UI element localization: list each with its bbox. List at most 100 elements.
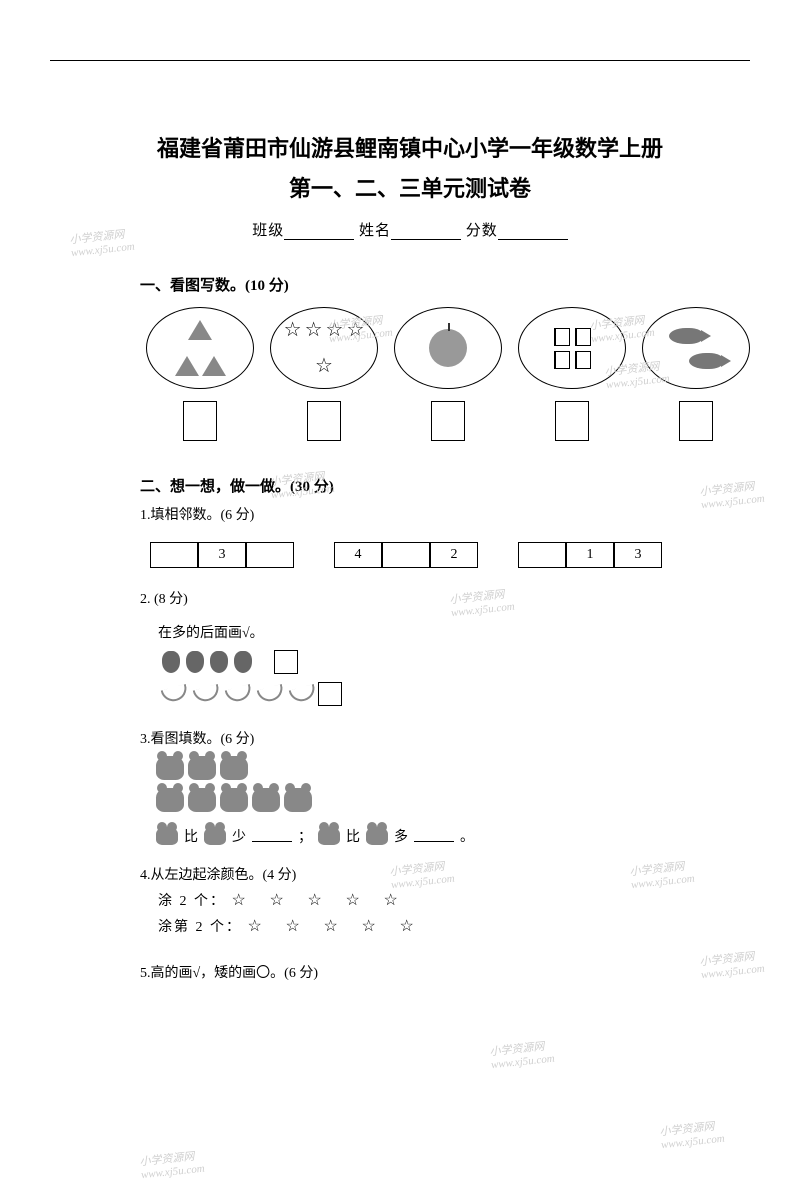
flag-icon: [554, 351, 570, 369]
name-blank[interactable]: [391, 226, 461, 240]
page-subtitle: 第一、二、三单元测试卷: [140, 171, 680, 203]
star-outline-icon[interactable]: ☆: [400, 916, 438, 936]
answer-box-5[interactable]: [679, 401, 713, 441]
bear-icon: [284, 788, 312, 812]
star-outline-icon[interactable]: ☆: [384, 890, 422, 910]
q2-label: 2. (8 分): [140, 588, 680, 608]
worksheet-page: 福建省莆田市仙游县鲤南镇中心小学一年级数学上册 第一、二、三单元测试卷 班级 姓…: [50, 60, 750, 1012]
compare-text: 多: [394, 826, 408, 846]
score-blank[interactable]: [498, 226, 568, 240]
oval-group-4: [518, 307, 626, 441]
banana-icon: [289, 684, 318, 704]
triangle-icon: [202, 356, 226, 376]
bear-row-2: [156, 788, 680, 812]
color-label-1: 涂 2 个：: [158, 894, 226, 909]
bear-icon: [156, 788, 184, 812]
fruit-row-1: [162, 650, 680, 674]
star-icon: ☆: [346, 321, 364, 339]
fill-blank[interactable]: [252, 830, 292, 842]
cell-group-3: 1 3: [518, 542, 662, 568]
q3-label: 3.看图填数。(6 分): [140, 728, 680, 748]
check-box-2[interactable]: [318, 682, 342, 706]
cell-value: 3: [614, 542, 662, 568]
fish-icon: [689, 353, 723, 369]
flag-icon: [575, 328, 591, 346]
star-icon: ☆: [315, 357, 333, 375]
neighbor-number-groups: 3 4 2 1 3: [150, 542, 680, 568]
bear-icon: [220, 788, 248, 812]
section-1-heading: 一、看图写数。(10 分): [140, 274, 680, 295]
compare-sentence: 比 少 ； 比 多 。: [156, 826, 680, 846]
star-outline-icon[interactable]: ☆: [324, 916, 362, 936]
star-outline-icon[interactable]: ☆: [362, 916, 400, 936]
cell-value: 1: [566, 542, 614, 568]
oval-group-5: [642, 307, 750, 441]
class-blank[interactable]: [284, 226, 354, 240]
answer-box-2[interactable]: [307, 401, 341, 441]
oval-stars: ☆☆☆ ☆☆: [270, 307, 378, 389]
banana-icon: [225, 684, 254, 704]
cell-value: 4: [334, 542, 382, 568]
fill-blank[interactable]: [414, 830, 454, 842]
cell-group-2: 4 2: [334, 542, 478, 568]
bear-icon-small: [318, 827, 340, 845]
cell-blank[interactable]: [150, 542, 198, 568]
bear-icon-small: [366, 827, 388, 845]
star-icon: ☆: [305, 321, 323, 339]
oval-group-1: [146, 307, 254, 441]
cell-value: 2: [430, 542, 478, 568]
berry-icon: [210, 651, 228, 673]
star-outline-icon[interactable]: ☆: [270, 890, 308, 910]
star-outline-icon[interactable]: ☆: [232, 890, 270, 910]
compare-text: ；: [298, 826, 312, 846]
oval-apple: [394, 307, 502, 389]
watermark: 小学资源网www.xj5u.com: [139, 1147, 206, 1182]
bear-icon-small: [156, 827, 178, 845]
berry-icon: [186, 651, 204, 673]
page-title: 福建省莆田市仙游县鲤南镇中心小学一年级数学上册: [140, 131, 680, 163]
star-outline-icon[interactable]: ☆: [308, 890, 346, 910]
triangle-icon: [175, 356, 199, 376]
student-info-line: 班级 姓名 分数: [140, 219, 680, 240]
bear-icon: [220, 756, 248, 780]
color-line-1: 涂 2 个： ☆☆☆☆☆: [158, 890, 680, 910]
star-icon: ☆: [284, 321, 302, 339]
bear-icon: [188, 756, 216, 780]
q2-sub: 在多的后面画√。: [158, 622, 680, 642]
answer-box-1[interactable]: [183, 401, 217, 441]
fruit-row-2: [162, 682, 680, 706]
name-label: 姓名: [359, 223, 391, 239]
triangle-icon: [188, 320, 212, 340]
watermark: 小学资源网www.xj5u.com: [659, 1117, 726, 1152]
banana-icon: [161, 684, 190, 704]
flag-icon: [575, 351, 591, 369]
color-line-2: 涂第 2 个： ☆☆☆☆☆: [158, 916, 680, 936]
star-outline-icon[interactable]: ☆: [286, 916, 324, 936]
star-outline-icon[interactable]: ☆: [346, 890, 384, 910]
cell-blank[interactable]: [382, 542, 430, 568]
banana-icon: [193, 684, 222, 704]
cell-blank[interactable]: [518, 542, 566, 568]
compare-text: 少: [232, 826, 246, 846]
compare-text: 比: [184, 826, 198, 846]
answer-box-4[interactable]: [555, 401, 589, 441]
q4-label: 4.从左边起涂颜色。(4 分): [140, 864, 680, 884]
section-2-heading: 二、想一想，做一做。(30 分): [140, 475, 680, 496]
cell-blank[interactable]: [246, 542, 294, 568]
bear-icon: [188, 788, 216, 812]
bear-icon: [156, 756, 184, 780]
oval-triangles: [146, 307, 254, 389]
banana-icon: [257, 684, 286, 704]
check-box-1[interactable]: [274, 650, 298, 674]
class-label: 班级: [252, 223, 284, 239]
star-outline-icon[interactable]: ☆: [248, 916, 286, 936]
answer-box-3[interactable]: [431, 401, 465, 441]
cell-value: 3: [198, 542, 246, 568]
oval-flags: [518, 307, 626, 389]
score-label: 分数: [466, 223, 498, 239]
bear-icon-small: [204, 827, 226, 845]
star-icon: ☆: [326, 321, 344, 339]
counting-ovals: ☆☆☆ ☆☆: [146, 307, 680, 441]
q5-label: 5.高的画√，矮的画〇。(6 分): [140, 962, 680, 982]
flag-icon: [554, 328, 570, 346]
